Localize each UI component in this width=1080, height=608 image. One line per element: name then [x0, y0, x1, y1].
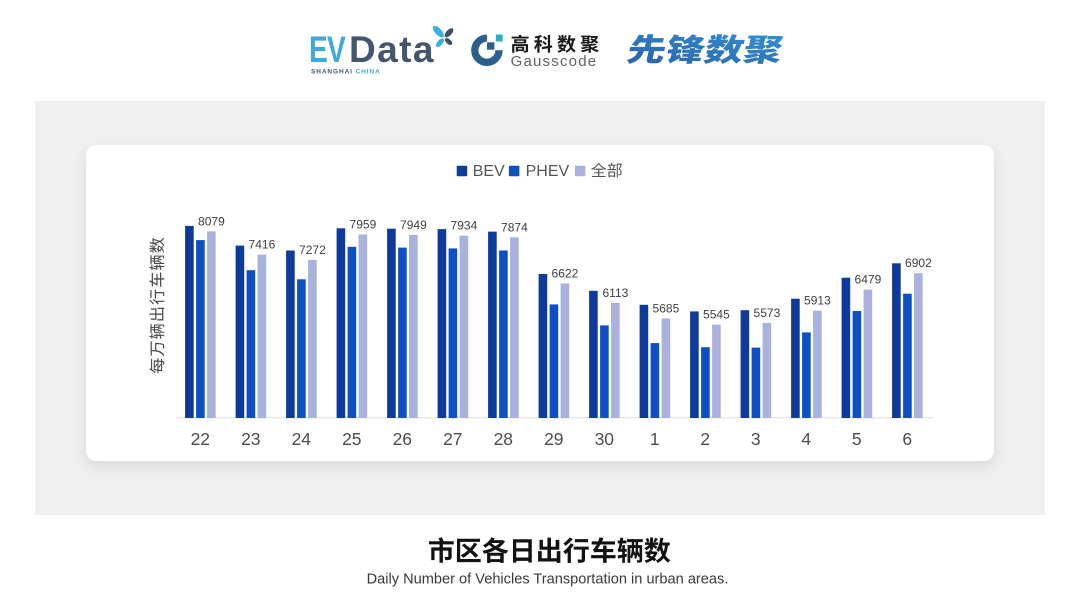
svg-text:7934: 7934 [451, 219, 478, 233]
svg-text:7874: 7874 [501, 220, 528, 234]
svg-text:22: 22 [191, 429, 210, 449]
svg-text:25: 25 [342, 429, 361, 449]
svg-text:7272: 7272 [299, 243, 326, 257]
svg-text:24: 24 [292, 429, 312, 449]
svg-text:4: 4 [801, 429, 811, 449]
svg-text:8079: 8079 [198, 214, 225, 228]
svg-text:BEV: BEV [473, 163, 505, 180]
svg-text:7416: 7416 [249, 238, 276, 252]
svg-text:30: 30 [595, 429, 615, 449]
svg-text:Gausscode: Gausscode [511, 53, 598, 70]
svg-text:6622: 6622 [552, 266, 579, 280]
svg-text:5685: 5685 [653, 301, 680, 315]
svg-text:3: 3 [751, 429, 761, 449]
svg-text:27: 27 [443, 429, 462, 449]
svg-text:5: 5 [852, 429, 862, 449]
svg-text:29: 29 [544, 429, 563, 449]
svg-text:6113: 6113 [602, 286, 628, 300]
svg-text:5573: 5573 [754, 306, 781, 320]
svg-text:PHEV: PHEV [526, 163, 570, 180]
svg-text:1: 1 [650, 429, 660, 449]
svg-text:SHANGHAI CHINA: SHANGHAI CHINA [311, 69, 381, 76]
svg-text:Daily Number of Vehicles Trans: Daily Number of Vehicles Transportation … [367, 572, 729, 588]
svg-text:26: 26 [393, 429, 412, 449]
svg-text:23: 23 [241, 429, 260, 449]
svg-text:5545: 5545 [703, 308, 730, 322]
svg-text:28: 28 [494, 429, 513, 449]
svg-text:6: 6 [902, 429, 912, 449]
svg-text:EV: EV [309, 28, 346, 70]
svg-text:7959: 7959 [350, 218, 377, 232]
svg-text:6902: 6902 [905, 256, 932, 270]
svg-text:5913: 5913 [804, 294, 831, 308]
svg-text:Data: Data [349, 29, 435, 70]
svg-text:7949: 7949 [400, 218, 427, 232]
svg-text:2: 2 [700, 429, 710, 449]
svg-text:6479: 6479 [855, 273, 882, 287]
